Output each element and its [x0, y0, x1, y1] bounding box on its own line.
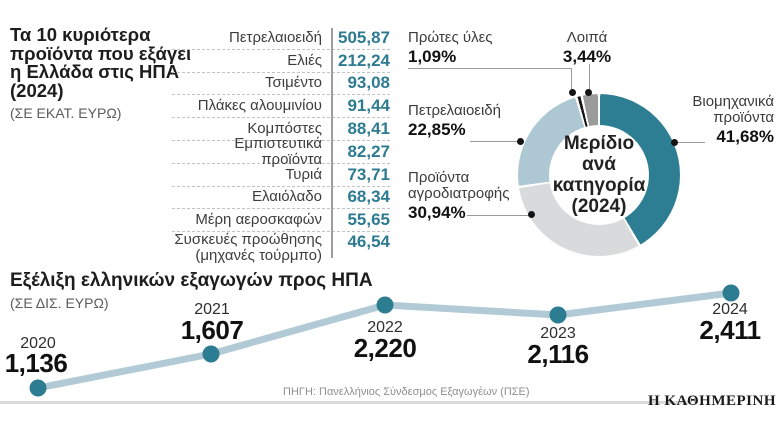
product-label: Πετρελαιοειδή — [229, 28, 322, 46]
product-label: Ελιές — [287, 51, 322, 69]
donut-label-viomichanika: Βιομηχανικά προϊόντα 41,68% — [678, 94, 774, 147]
callout-line — [470, 141, 518, 142]
source-note: ΠΗΓΗ: Πανελλήνιος Σύνδεσμος Εξαγωγέων (Π… — [283, 386, 530, 398]
year-label: 2022 — [367, 319, 403, 336]
segment-label: Βιομηχανικά προϊόντα — [692, 93, 774, 126]
table-row: Πλάκες αλουμινίου 91,44 — [172, 95, 390, 119]
products-table: Πετρελαιοειδή 505,87 Ελιές 212,24 Τσιμέντο 93… — [172, 27, 390, 270]
table-divider-line — [331, 28, 333, 258]
table-row: Ελιές 212,24 — [172, 50, 390, 73]
product-value: 505,87 — [338, 27, 390, 47]
donut-label-petrelaioeidi: Πετρελαιοειδή 22,85% — [408, 103, 501, 140]
donut-label-agrodiatrofis: Προϊόντα αγροδιατροφής 30,94% — [408, 170, 516, 223]
year-label: 2023 — [540, 325, 576, 342]
segment-label: Πετρελαιοειδή — [408, 102, 501, 119]
year-label: 2024 — [712, 301, 748, 318]
value-label: 1,607 — [180, 315, 244, 345]
table-row: Συσκευές προώθησης (μηχανές τούρμπο) 46,5… — [172, 232, 390, 270]
donut-center-label: Μερίδιο ανά κατηγορία (2024) — [552, 133, 646, 217]
callout-dot — [528, 211, 535, 218]
value-label: 2,411 — [699, 315, 761, 345]
products-title: Τα 10 κυριότερα προϊόντα που εξάγει η Ελ… — [10, 24, 192, 101]
product-value: 46,54 — [347, 232, 390, 252]
callout-dot — [517, 138, 524, 145]
product-label: Πλάκες αλουμινίου — [197, 97, 322, 115]
segment-label: Λοιπά — [566, 29, 608, 46]
donut-label-protes-yles: Πρώτες ύλες 1,09% — [408, 30, 493, 67]
table-row: Μέρη αεροσκαφών 55,65 — [172, 209, 390, 233]
product-value: 212,24 — [338, 50, 390, 70]
line-chart-title: Εξέλιξη ελληνικών εξαγωγών προς ΗΠΑ — [10, 270, 373, 291]
product-label: Εμπιστευτικά προϊόντα — [234, 134, 322, 168]
table-row: Κομπόστες 88,41 — [172, 118, 390, 141]
product-value: 73,71 — [347, 164, 390, 184]
year-label: 2020 — [20, 335, 56, 352]
value-label: 1,136 — [4, 348, 68, 378]
segment-percent: 30,94% — [408, 203, 466, 222]
footer-rule — [0, 401, 690, 404]
segment-label: Πρώτες ύλες — [408, 29, 493, 46]
product-value: 82,27 — [347, 141, 390, 161]
line-chart-unit-note: (ΣΕ ΔΙΣ. ΕΥΡΩ) — [10, 295, 109, 311]
callout-line — [589, 64, 590, 90]
segment-label: Προϊόντα αγροδιατροφής — [408, 169, 510, 202]
table-row: Εμπιστευτικά προϊόντα 82,27 — [172, 135, 390, 167]
publisher-logo: Η ΚΑΘΗΜΕΡΙΝΗ — [647, 393, 776, 409]
product-value: 91,44 — [347, 96, 390, 116]
product-value: 68,34 — [347, 187, 390, 207]
segment-percent: 41,68% — [716, 127, 774, 146]
table-row: Τυριά 73,71 — [172, 164, 390, 187]
segment-percent: 22,85% — [408, 120, 466, 139]
table-row: Ελαιόλαδο 68,34 — [172, 187, 390, 210]
product-value: 88,41 — [347, 119, 390, 139]
product-label: Τσιμέντο — [265, 74, 322, 92]
callout-line — [677, 142, 705, 143]
callout-dot — [671, 139, 678, 146]
callout-dot — [585, 89, 592, 96]
table-row: Τσιμέντο 93,08 — [172, 73, 390, 96]
product-label: Ελαιόλαδο — [252, 188, 322, 206]
product-label: Συσκευές προώθησης (μηχανές τούρμπο) — [174, 231, 322, 265]
callout-dot — [569, 89, 576, 96]
product-label: Μέρη αεροσκαφών — [195, 211, 322, 229]
segment-percent: 3,44% — [562, 47, 612, 66]
products-unit-note: (ΣΕ ΕΚΑΤ. ΕΥΡΩ) — [10, 105, 122, 121]
value-label: 2,116 — [527, 339, 589, 369]
product-label: Κομπόστες — [247, 120, 322, 138]
product-label: Τυριά — [285, 165, 322, 183]
segment-percent: 1,09% — [408, 47, 457, 66]
callout-line — [467, 215, 529, 216]
product-value: 55,65 — [347, 210, 390, 230]
year-label: 2021 — [194, 301, 230, 318]
donut-chart — [518, 94, 680, 256]
callout-line — [571, 68, 572, 90]
table-row: Πετρελαιοειδή 505,87 — [172, 27, 390, 50]
callout-line — [408, 68, 572, 69]
product-value: 93,08 — [347, 73, 390, 93]
value-label: 2,220 — [353, 333, 417, 363]
donut-label-loipa: Λοιπά 3,44% — [563, 30, 611, 67]
